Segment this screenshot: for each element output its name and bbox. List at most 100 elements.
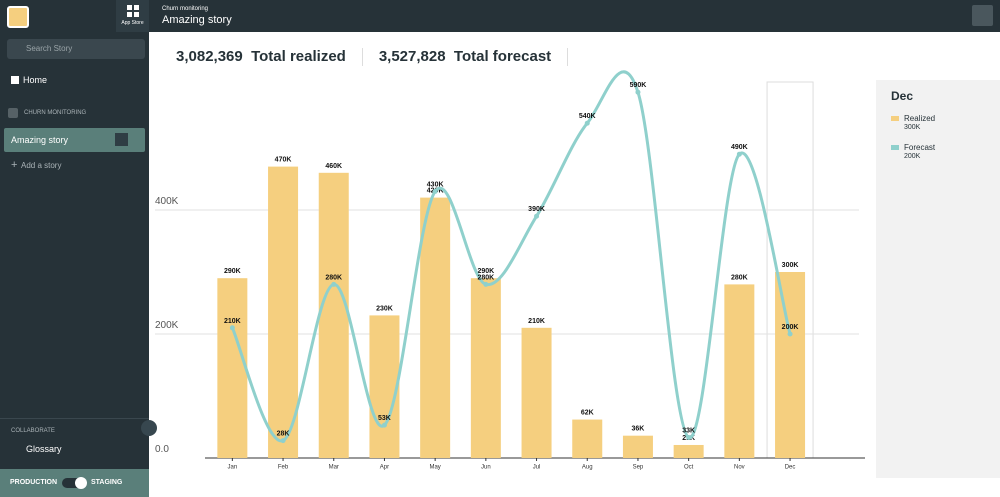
add-story-link[interactable]: Add a story xyxy=(21,161,62,170)
total-label: Total forecast xyxy=(453,48,552,65)
x-tick-label: Sep xyxy=(633,465,644,471)
summary: 3,082,369 Total realized 3,527,828 Total… xyxy=(176,48,584,66)
point xyxy=(280,438,286,444)
bar xyxy=(572,419,603,458)
data-label: 290K xyxy=(477,268,494,275)
active-story[interactable]: Amazing story xyxy=(4,128,145,152)
page-title: Amazing story xyxy=(162,14,232,26)
point xyxy=(381,422,387,428)
home-link[interactable]: Home xyxy=(23,75,48,85)
toggle[interactable] xyxy=(62,477,87,489)
topbar: Churn monitoring Amazing story xyxy=(149,0,1000,32)
legend-value: 300K xyxy=(904,124,921,131)
x-tick-label: May xyxy=(429,465,440,471)
data-label: 62K xyxy=(581,410,594,417)
x-tick-label: Feb xyxy=(278,465,289,471)
point xyxy=(736,151,742,157)
data-label: 460K xyxy=(325,163,342,170)
collapse-button[interactable] xyxy=(141,420,157,436)
data-label: 280K xyxy=(731,274,748,281)
bar xyxy=(724,284,755,458)
legend-title: Dec xyxy=(891,89,914,103)
active-story-label: Amazing story xyxy=(11,135,69,145)
point xyxy=(635,89,641,95)
app-store-button[interactable]: App Store xyxy=(116,0,149,32)
data-label: 290K xyxy=(224,268,241,275)
bar xyxy=(318,172,349,459)
data-label: 490K xyxy=(731,144,748,151)
x-tick-label: Nov xyxy=(734,465,745,471)
app-store-label: App Store xyxy=(121,20,144,26)
total-value: 3,082,369 xyxy=(176,48,243,65)
bar xyxy=(420,197,451,458)
legend-swatch xyxy=(891,116,899,121)
search-input[interactable]: Search Story xyxy=(7,39,145,59)
data-label: 200K xyxy=(782,324,799,331)
collaborate-label: COLLABORATE xyxy=(11,428,55,434)
staging-label[interactable]: STAGING xyxy=(91,479,123,486)
x-tick-label: Dec xyxy=(785,465,796,471)
point xyxy=(432,188,438,194)
x-tick-label: Jan xyxy=(228,465,238,471)
x-tick-label: Aug xyxy=(582,465,593,471)
x-tick-label: Oct xyxy=(684,465,694,471)
data-label: 36K xyxy=(632,426,645,433)
plus-icon: + xyxy=(11,159,18,171)
bar xyxy=(268,166,299,458)
home-icon xyxy=(11,76,19,84)
bar xyxy=(622,435,653,458)
edit-button[interactable] xyxy=(115,133,128,146)
legend-label: Realized xyxy=(904,114,936,123)
point xyxy=(787,331,793,337)
data-label: 53K xyxy=(378,415,391,422)
glossary-link[interactable]: Glossary xyxy=(26,444,62,454)
data-label: 33K xyxy=(682,428,695,435)
point xyxy=(483,281,489,287)
sidebar: App Store Search Story Home CHURN MONITO… xyxy=(0,0,157,497)
x-tick-label: Apr xyxy=(380,465,389,471)
bar xyxy=(673,444,704,458)
back-button[interactable] xyxy=(8,108,18,118)
point xyxy=(534,213,540,219)
env-switch: PRODUCTION STAGING xyxy=(0,469,149,497)
legend-swatch xyxy=(891,145,899,150)
point xyxy=(584,120,590,126)
y-tick-label: 0.0 xyxy=(155,444,169,455)
logo[interactable] xyxy=(7,6,29,28)
section-label: CHURN MONITORING xyxy=(24,110,87,116)
divider xyxy=(0,418,149,419)
data-label: 210K xyxy=(528,318,545,325)
x-tick-label: Mar xyxy=(329,465,339,471)
data-label: 470K xyxy=(275,157,292,164)
breadcrumb: Churn monitoring xyxy=(162,6,209,12)
data-label: 280K xyxy=(477,274,494,281)
y-tick-label: 200K xyxy=(155,320,179,331)
legend-panel: Dec Realized 300K Forecast 200K xyxy=(876,80,1000,478)
bar xyxy=(775,272,806,458)
chart: 0.0 200K 400K Jan Feb Mar Apr May Jun Jul Aug Sep Oc… xyxy=(155,70,865,471)
x-tick-label: Jul xyxy=(533,465,541,471)
line xyxy=(230,70,792,443)
data-label: 210K xyxy=(224,318,241,325)
x-tick-label: Jun xyxy=(481,465,491,471)
data-label: 280K xyxy=(325,274,342,281)
bar xyxy=(521,327,552,458)
grid-icon xyxy=(127,5,139,17)
production-label[interactable]: PRODUCTION xyxy=(10,479,58,486)
data-label: 230K xyxy=(376,305,393,312)
legend-label: Forecast xyxy=(904,143,936,152)
bar xyxy=(470,278,501,458)
data-label: 390K xyxy=(528,206,545,213)
data-label: 300K xyxy=(782,262,799,269)
point xyxy=(331,281,337,287)
point xyxy=(229,325,235,331)
filter-button[interactable] xyxy=(972,5,993,26)
legend-value: 200K xyxy=(904,153,921,160)
data-label: 28K xyxy=(277,431,290,438)
total-label: Total realized xyxy=(251,48,346,65)
point xyxy=(686,435,692,441)
total-value: 3,527,828 xyxy=(378,48,446,65)
bar xyxy=(369,315,400,458)
data-label: 430K xyxy=(427,181,444,188)
